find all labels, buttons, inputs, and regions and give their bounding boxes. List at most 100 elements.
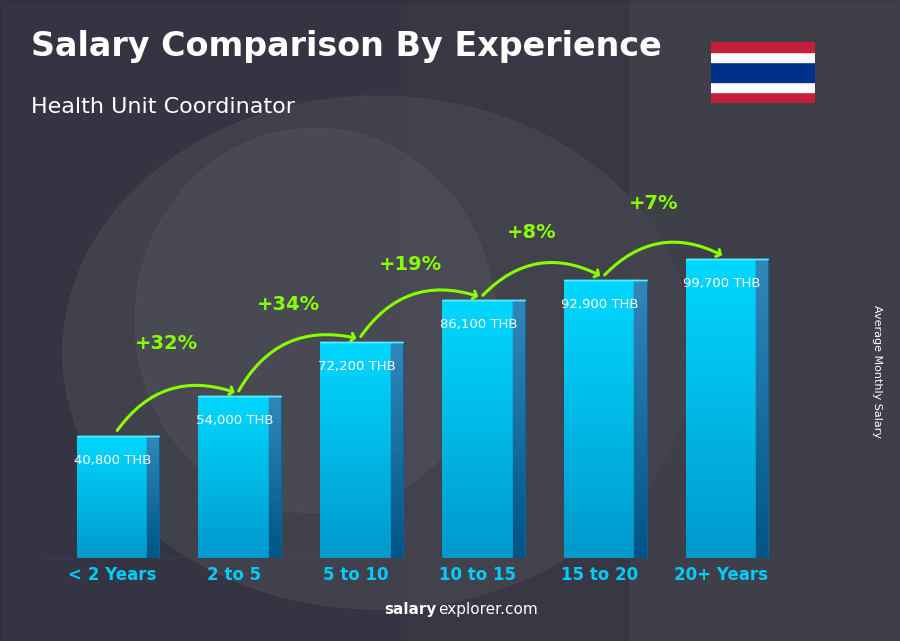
Bar	[76, 509, 148, 510]
Bar	[563, 301, 634, 304]
Polygon shape	[148, 452, 159, 456]
Bar	[320, 382, 391, 385]
Bar	[442, 432, 513, 435]
Polygon shape	[148, 497, 159, 501]
Text: salary: salary	[384, 602, 436, 617]
Bar	[563, 311, 634, 315]
Bar	[76, 453, 148, 454]
Polygon shape	[634, 465, 646, 474]
Polygon shape	[391, 428, 403, 435]
Bar	[76, 469, 148, 470]
Bar	[686, 375, 756, 379]
Bar	[686, 453, 756, 457]
Text: +7%: +7%	[629, 194, 679, 213]
Polygon shape	[756, 528, 769, 538]
Bar	[320, 531, 391, 533]
Bar	[563, 492, 634, 495]
Bar	[198, 531, 269, 533]
Polygon shape	[634, 298, 646, 308]
Bar	[320, 442, 391, 444]
Bar	[198, 479, 269, 481]
Polygon shape	[756, 329, 769, 339]
Bar	[563, 485, 634, 488]
Polygon shape	[148, 480, 159, 485]
Bar	[563, 551, 634, 554]
Bar	[563, 283, 634, 287]
Bar	[686, 345, 756, 349]
Bar	[686, 301, 756, 304]
Bar	[563, 499, 634, 502]
Bar	[686, 379, 756, 383]
Bar	[76, 522, 148, 524]
Text: +32%: +32%	[135, 334, 198, 353]
Bar	[442, 419, 513, 422]
Bar	[198, 396, 269, 398]
Polygon shape	[391, 500, 403, 507]
Bar	[686, 312, 756, 315]
Bar	[686, 315, 756, 319]
Bar	[76, 513, 148, 515]
Polygon shape	[756, 309, 769, 319]
Bar	[686, 513, 756, 517]
Bar	[320, 366, 391, 369]
Bar	[563, 519, 634, 523]
Polygon shape	[634, 493, 646, 502]
Bar	[198, 512, 269, 513]
Text: Health Unit Coordinator: Health Unit Coordinator	[31, 97, 294, 117]
Polygon shape	[756, 448, 769, 458]
Polygon shape	[634, 549, 646, 558]
Bar	[320, 553, 391, 555]
Bar	[320, 477, 391, 479]
Polygon shape	[513, 446, 525, 454]
Bar	[320, 426, 391, 428]
Text: 72,200 THB: 72,200 THB	[318, 360, 395, 372]
Bar	[320, 520, 391, 522]
Bar	[198, 477, 269, 479]
Polygon shape	[513, 386, 525, 395]
Polygon shape	[148, 485, 159, 488]
Bar	[320, 428, 391, 431]
Bar	[76, 553, 148, 554]
Polygon shape	[634, 326, 646, 335]
Bar	[686, 465, 756, 468]
Polygon shape	[634, 363, 646, 372]
Polygon shape	[391, 342, 403, 349]
Bar	[320, 347, 391, 350]
Bar	[442, 522, 513, 526]
Bar	[198, 400, 269, 402]
Polygon shape	[513, 523, 525, 532]
Bar	[198, 414, 269, 417]
Polygon shape	[148, 472, 159, 476]
Polygon shape	[756, 399, 769, 408]
Bar	[320, 525, 391, 528]
Polygon shape	[513, 403, 525, 412]
Polygon shape	[391, 493, 403, 500]
Bar	[76, 436, 148, 437]
Bar	[686, 330, 756, 334]
Bar	[198, 435, 269, 437]
Bar	[198, 438, 269, 440]
Bar	[198, 517, 269, 519]
Bar	[320, 466, 391, 469]
Polygon shape	[756, 408, 769, 419]
Polygon shape	[391, 421, 403, 428]
Bar	[198, 433, 269, 435]
Polygon shape	[269, 482, 281, 488]
Polygon shape	[513, 378, 525, 386]
Bar	[76, 515, 148, 517]
Polygon shape	[756, 379, 769, 388]
Bar	[563, 398, 634, 401]
Bar	[76, 489, 148, 490]
Bar	[76, 438, 148, 440]
Bar	[76, 457, 148, 458]
Polygon shape	[756, 478, 769, 488]
Bar	[563, 363, 634, 367]
Bar	[198, 547, 269, 549]
Bar	[198, 507, 269, 509]
Bar	[320, 493, 391, 495]
Bar	[686, 487, 756, 490]
Polygon shape	[756, 279, 769, 289]
Polygon shape	[756, 508, 769, 518]
Bar	[198, 428, 269, 431]
Bar	[563, 287, 634, 290]
